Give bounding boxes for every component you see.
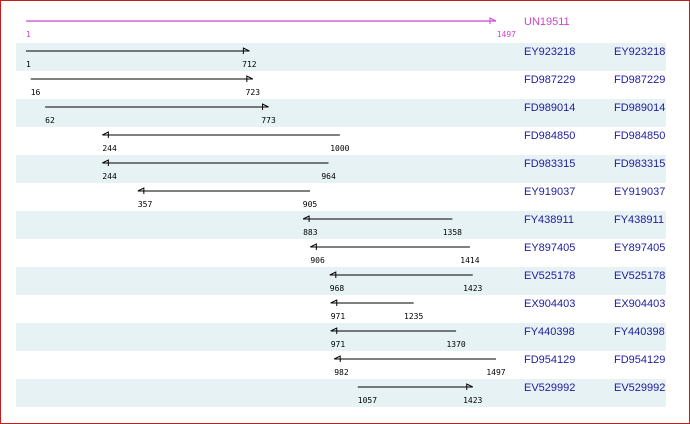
arrowhead-left — [310, 243, 317, 250]
end-position-label: 1423 — [463, 396, 482, 405]
start-position-label: 1057 — [358, 396, 377, 405]
reference-arrowhead — [489, 17, 497, 24]
arrowhead-right — [246, 75, 254, 82]
end-position-label: 1370 — [446, 340, 465, 349]
start-position-label: 1 — [26, 60, 31, 69]
arrowhead-right — [262, 103, 269, 110]
accession-link[interactable]: FD984850 — [614, 130, 666, 142]
accession-label[interactable]: FD983315 — [524, 158, 576, 170]
accession-link[interactable]: EV529992 — [614, 382, 666, 394]
start-position-label: 971 — [331, 312, 346, 321]
alignment-row — [16, 267, 666, 295]
start-position-label: 244 — [102, 144, 117, 153]
end-position-label: 723 — [246, 88, 261, 97]
alignment-row — [16, 323, 666, 351]
arrowhead-left — [102, 159, 109, 166]
arrowhead-left — [137, 187, 145, 194]
accession-label[interactable]: FD984850 — [524, 130, 576, 142]
alignment-row — [16, 379, 666, 407]
arrowhead-left — [333, 355, 341, 362]
accession-link[interactable]: FD983315 — [614, 158, 666, 170]
accession-label[interactable]: FD987229 — [524, 74, 576, 86]
arrowhead-right — [242, 47, 250, 54]
start-position-label: 968 — [330, 284, 345, 293]
accession-label[interactable]: FY440398 — [524, 326, 575, 338]
start-position-label: 906 — [310, 256, 325, 265]
accession-link[interactable]: EY923218 — [614, 46, 666, 58]
accession-label[interactable]: FY438911 — [524, 214, 574, 226]
start-position-label: 357 — [138, 200, 153, 209]
accession-label[interactable]: EY923218 — [524, 46, 576, 58]
alignment-row — [16, 99, 666, 127]
accession-label[interactable]: FD954129 — [524, 354, 576, 366]
accession-label[interactable]: EY897405 — [524, 242, 576, 254]
end-position-label: 1358 — [443, 228, 462, 237]
reference-end-label: 1497 — [497, 30, 516, 39]
arrowhead-left — [330, 327, 338, 334]
alignment-row — [16, 211, 666, 239]
arrowhead-left — [102, 131, 109, 138]
accession-label[interactable]: FD989014 — [524, 102, 576, 114]
end-position-label: 905 — [303, 200, 318, 209]
start-position-label: 16 — [31, 88, 41, 97]
accession-link[interactable]: FD954129 — [614, 354, 666, 366]
accession-link[interactable]: EV525178 — [614, 270, 666, 282]
accession-label[interactable]: EV529992 — [524, 382, 576, 394]
reference-name-label: UN19511 — [524, 16, 570, 28]
accession-link[interactable]: FD987229 — [614, 74, 666, 86]
start-position-label: 982 — [334, 368, 349, 377]
start-position-label: 244 — [102, 172, 117, 181]
start-position-label: 62 — [45, 116, 55, 125]
end-position-label: 1235 — [404, 312, 423, 321]
end-position-label: 773 — [261, 116, 276, 125]
arrowhead-right — [466, 383, 473, 390]
arrowhead-left — [330, 299, 338, 306]
accession-link[interactable]: FY438911 — [614, 214, 664, 226]
accession-label[interactable]: EX904403 — [524, 298, 576, 310]
accession-link[interactable]: EX904403 — [614, 298, 666, 310]
end-position-label: 712 — [242, 60, 257, 69]
end-position-label: 964 — [321, 172, 336, 181]
end-position-label: 1000 — [330, 144, 349, 153]
end-position-label: 1414 — [460, 256, 479, 265]
end-position-label: 1423 — [463, 284, 482, 293]
accession-link[interactable]: EY919037 — [614, 186, 666, 198]
reference-start-label: 1 — [26, 30, 31, 39]
arrowhead-left — [329, 271, 337, 278]
arrowhead-left — [302, 215, 310, 222]
accession-label[interactable]: EY919037 — [524, 186, 576, 198]
start-position-label: 971 — [331, 340, 346, 349]
end-position-label: 1497 — [486, 368, 505, 377]
accession-link[interactable]: FY440398 — [614, 326, 665, 338]
alignment-row — [16, 43, 666, 71]
alignment-row — [16, 155, 666, 183]
start-position-label: 883 — [303, 228, 318, 237]
accession-label[interactable]: EV525178 — [524, 270, 576, 282]
accession-link[interactable]: FD989014 — [614, 102, 666, 114]
accession-link[interactable]: EY897405 — [614, 242, 666, 254]
